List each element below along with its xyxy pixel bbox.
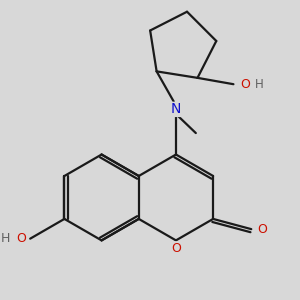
Text: O: O bbox=[171, 242, 181, 255]
Text: O: O bbox=[16, 232, 26, 245]
Text: O: O bbox=[258, 223, 268, 236]
Text: H: H bbox=[1, 232, 10, 245]
Text: N: N bbox=[171, 102, 181, 116]
Text: H: H bbox=[255, 78, 264, 91]
Text: O: O bbox=[240, 78, 250, 91]
